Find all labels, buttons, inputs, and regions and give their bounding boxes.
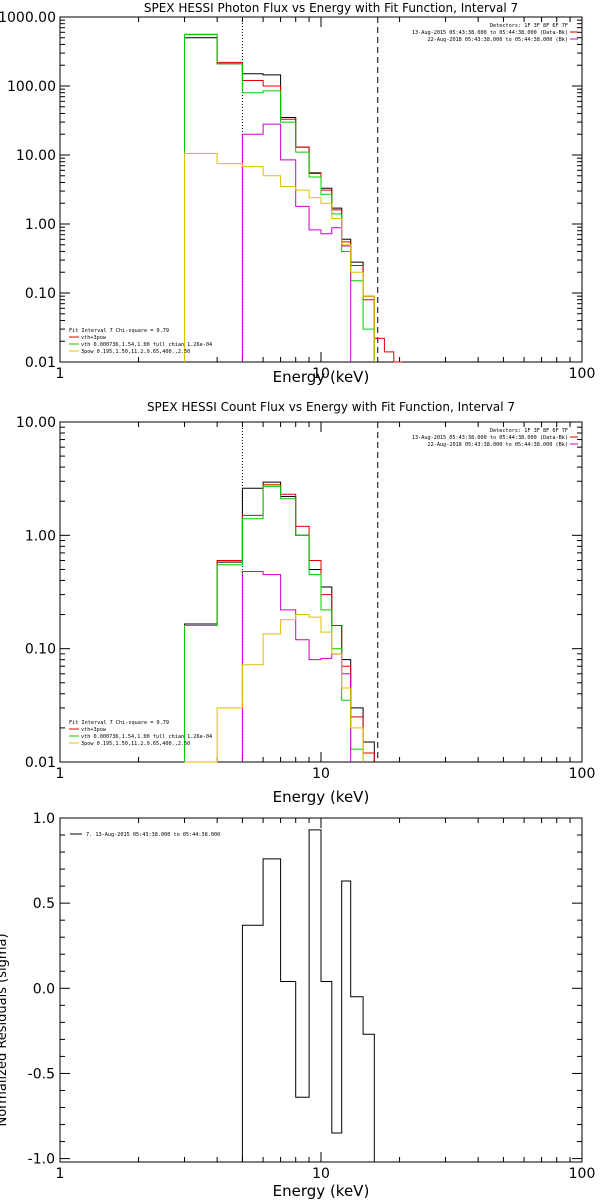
x-tick-label: 100: [569, 766, 596, 782]
series-4-histogram: [184, 614, 364, 763]
y-tick-label: 1.00: [25, 217, 56, 233]
x-tick-label: 100: [569, 1166, 596, 1182]
series-2-histogram: [184, 485, 364, 762]
legend-top-entry: 13-Aug-2015 05:43:38.000 to 05:44:38.000…: [412, 30, 568, 36]
series-2-histogram: [184, 33, 375, 362]
y-tick-label: 100.00: [7, 79, 56, 95]
legend-bottom-entry: 3pow 0.195,1.50,11.2,9.65,400.,2.50: [81, 349, 190, 355]
x-tick-label: 100: [569, 366, 596, 382]
series-0-histogram: [241, 829, 375, 1162]
y-tick-label: 1000.00: [0, 10, 56, 26]
x-tick-label: 10: [312, 1166, 330, 1182]
x-tick-label: 1: [56, 366, 65, 382]
y-tick-label: 0.10: [25, 642, 56, 658]
x-axis-label: Energy (keV): [273, 368, 370, 386]
x-tick-label: 1: [56, 766, 65, 782]
series-3-histogram: [241, 571, 352, 762]
chart-title: SPEX HESSI Photon Flux vs Energy with Fi…: [144, 1, 518, 15]
y-tick-label: -0.5: [28, 1066, 55, 1082]
series-0-histogram: [184, 481, 375, 762]
legend-bottom-entry: Fit Interval 7 Chi-square = 0.79: [69, 720, 169, 726]
legend-top-entry: 22-Aug-2018 05:43:38.000 to 05:44:38.000…: [427, 37, 568, 43]
series-1-histogram: [184, 33, 403, 363]
y-tick-label: 1.0: [33, 811, 55, 827]
series-3-histogram: [241, 123, 352, 362]
y-tick-label: 0.0: [33, 981, 55, 997]
legend-bottom-entry: 3pow 0.195,1.50,11.2,9.65,400.,2.50: [81, 741, 190, 747]
x-tick-label: 10: [312, 766, 330, 782]
legend-entry: 7. 13-Aug-2015 05:43:38.000 to 05:44:38.…: [86, 832, 220, 838]
legend-bottom-entry: vth 0.000736,1.54,1.00 full chian 1.26e-…: [81, 342, 212, 348]
x-axis-label: Energy (keV): [273, 1182, 370, 1200]
legend-bottom-entry: vth 0.000736,1.54,1.00 full chian 1.26e-…: [81, 734, 212, 740]
legend-top-entry: 13-Aug-2015 05:43:38.000 to 05:44:38.000…: [412, 435, 568, 441]
y-tick-label: 0.5: [33, 896, 55, 912]
y-tick-label: 10.00: [16, 415, 56, 431]
y-tick-label: 0.01: [25, 755, 56, 771]
y-tick-label: 0.10: [25, 286, 56, 302]
legend-top-entry: Detectors: 1F 3F 8F 6F 7F: [490, 23, 568, 29]
legend-bottom-entry: Fit Interval 7 Chi-square = 0.79: [69, 328, 169, 334]
chart-title: SPEX HESSI Count Flux vs Energy with Fit…: [147, 400, 515, 414]
y-axis-label: Normalized Residuals (sigma): [0, 933, 10, 1126]
legend-bottom-entry: vth+3pow: [81, 727, 107, 733]
legend-top-entry: 22-Aug-2018 05:43:38.000 to 05:44:38.000…: [427, 442, 568, 448]
series-1-histogram: [184, 484, 375, 762]
x-axis-label: Energy (keV): [273, 788, 370, 806]
y-tick-label: 0.01: [25, 355, 56, 371]
y-tick-label: -1.0: [28, 1152, 55, 1168]
legend-bottom-entry: vth+3pow: [81, 335, 107, 341]
y-tick-label: 1.00: [25, 528, 56, 544]
x-tick-label: 10: [312, 366, 330, 382]
y-tick-label: 10.00: [16, 148, 56, 164]
legend-top-entry: Detectors: 1F 3F 8F 6F 7F: [490, 428, 568, 434]
series-4-histogram: [184, 153, 375, 362]
x-tick-label: 1: [56, 1166, 65, 1182]
